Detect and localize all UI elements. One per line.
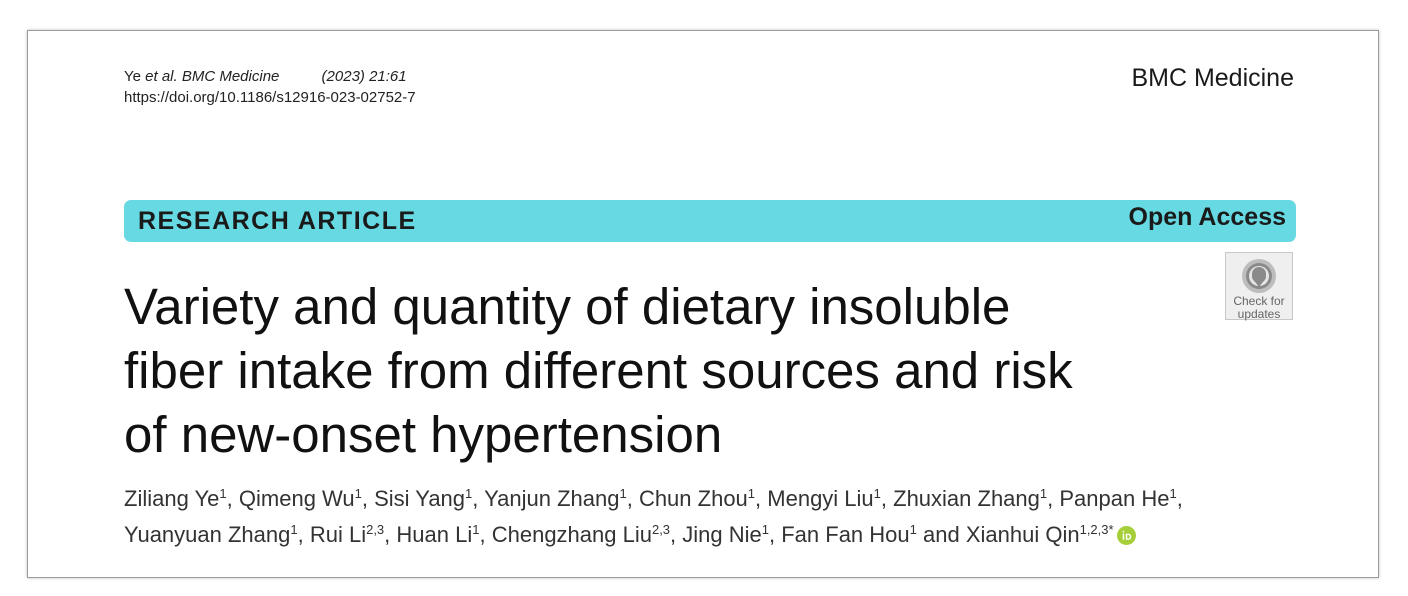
author-affiliation: 1 xyxy=(873,486,881,501)
check-for-updates-line2: updates xyxy=(1237,307,1281,321)
author-name[interactable]: Chengzhang Liu xyxy=(491,522,652,547)
author-name[interactable]: Chun Zhou xyxy=(638,486,748,511)
title-line: of new-onset hypertension xyxy=(124,406,723,463)
authors-conjunction: and xyxy=(923,522,960,547)
author-affiliation: 1 xyxy=(219,486,227,501)
check-for-updates-line1: Check for xyxy=(1233,294,1285,308)
author-affiliation: 1 xyxy=(472,522,480,537)
author-name[interactable]: Yuanyuan Zhang xyxy=(124,522,291,547)
author-affiliation: 2,3 xyxy=(366,522,385,537)
author-affiliation: 1 xyxy=(465,486,473,501)
author-affiliation: 1,2,3* xyxy=(1079,522,1114,537)
open-access-label: Open Access xyxy=(1128,203,1286,231)
author-name[interactable]: Zhuxian Zhang xyxy=(893,486,1040,511)
author-name[interactable]: Huan Li xyxy=(396,522,473,547)
author-affiliation: 2,3 xyxy=(651,522,671,537)
author-affiliation: 1 xyxy=(761,522,769,537)
author-affiliation: 1 xyxy=(1039,486,1048,501)
author-name[interactable]: Panpan He xyxy=(1059,486,1170,511)
citation-block: Ye et al. BMC Medicine (2023) 21:61 http… xyxy=(124,66,416,108)
author-affiliation: 1 xyxy=(290,522,298,537)
doi-link[interactable]: https://doi.org/10.1186/s12916-023-02752… xyxy=(124,89,416,106)
check-for-updates-button[interactable]: Check for updates xyxy=(1225,252,1293,320)
author-affiliation: 1 xyxy=(909,522,917,537)
title-line: fiber intake from different sources and … xyxy=(124,342,1073,399)
author-name[interactable]: Xianhui Qin xyxy=(965,522,1080,547)
author-name[interactable]: Jing Nie xyxy=(682,522,762,547)
citation-year: (2023) 21:61 xyxy=(321,68,407,85)
author-name[interactable]: Qimeng Wu xyxy=(238,486,355,511)
author-affiliation: 1 xyxy=(619,486,627,501)
citation-line: Ye et al. BMC Medicine (2023) 21:61 xyxy=(124,66,416,87)
author-affiliation: 1 xyxy=(354,486,362,501)
author-name[interactable]: Mengyi Liu xyxy=(767,486,874,511)
citation-journal: et al. BMC Medicine xyxy=(145,68,280,85)
orcid-icon[interactable] xyxy=(1116,526,1136,545)
author-name[interactable]: Rui Li xyxy=(309,522,367,547)
author-affiliation: 1 xyxy=(1169,486,1177,501)
author-name[interactable]: Fan Fan Hou xyxy=(781,522,910,547)
title-line: Variety and quantity of dietary insolubl… xyxy=(124,278,1011,335)
author-name[interactable]: Ziliang Ye xyxy=(124,486,220,511)
citation-author: Ye xyxy=(124,68,141,85)
author-affiliation: 1 xyxy=(747,486,756,501)
article-type-banner: RESEARCH ARTICLE Open Access xyxy=(124,200,1296,242)
author-name[interactable]: Yanjun Zhang xyxy=(484,486,620,511)
article-page: Ye et al. BMC Medicine (2023) 21:61 http… xyxy=(27,30,1379,578)
article-type: RESEARCH ARTICLE xyxy=(138,207,417,235)
author-list: Ziliang Ye1, Qimeng Wu1, Sisi Yang1, Yan… xyxy=(124,486,1183,547)
article-title: Variety and quantity of dietary insolubl… xyxy=(124,275,1204,467)
check-for-updates-icon xyxy=(1242,259,1276,293)
journal-name: BMC Medicine xyxy=(1131,64,1294,92)
author-name[interactable]: Sisi Yang xyxy=(374,486,466,511)
